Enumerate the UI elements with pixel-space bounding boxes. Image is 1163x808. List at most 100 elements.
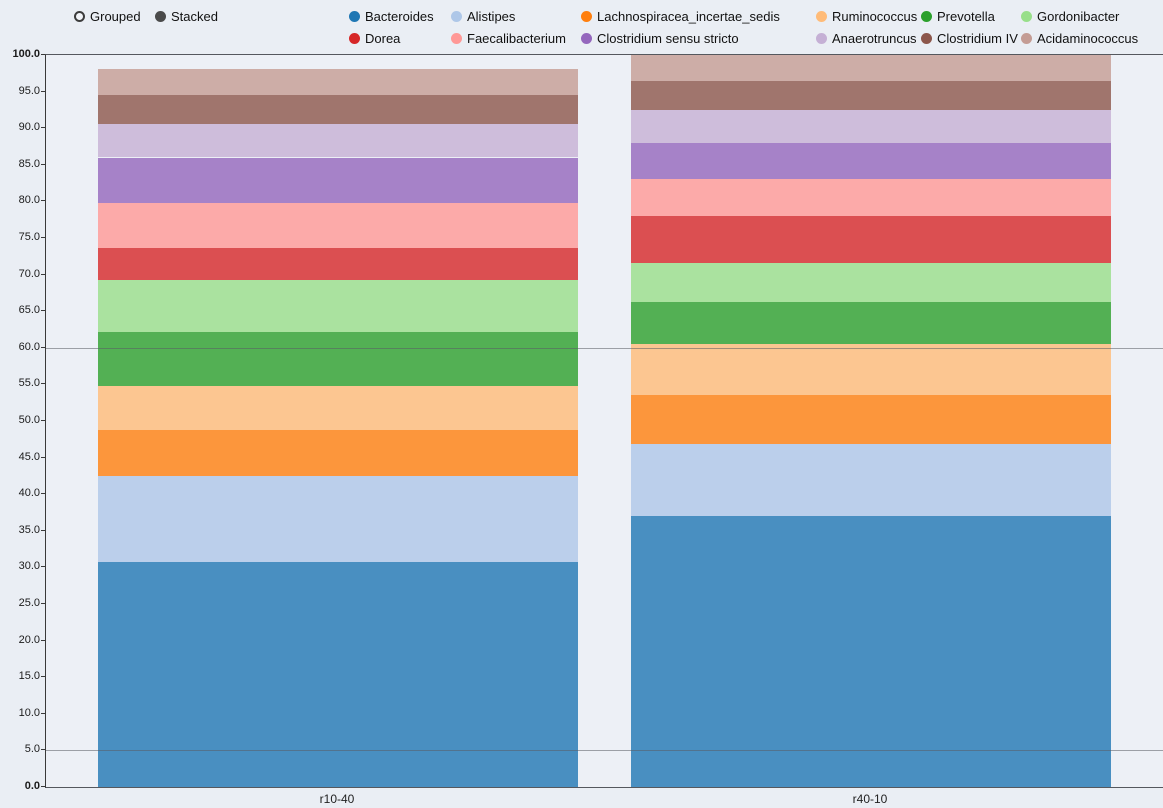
legend-marker-bacteroides — [349, 10, 360, 22]
bar-segment-r10-40-clostridium-sensu-stricto[interactable] — [98, 157, 578, 203]
y-tick-mark — [41, 310, 45, 312]
legend-label: Alistipes — [467, 8, 516, 24]
y-tick-label: 55.0 — [18, 377, 40, 390]
legend-label: Dorea — [365, 30, 401, 46]
y-tick-mark — [41, 90, 45, 92]
bar-segment-r40-10-anaerotruncus[interactable] — [631, 109, 1111, 143]
y-tick-mark — [41, 273, 45, 275]
y-tick-label: 75.0 — [18, 231, 40, 243]
y-tick-label: 15.0 — [18, 670, 40, 683]
y-tick-label: 40.0 — [18, 487, 40, 500]
y-tick-label: 80.0 — [18, 194, 40, 207]
legend-item-anaerotruncus[interactable]: Anaerotruncus — [816, 30, 917, 46]
legend-marker-clostridium-sensu-stricto — [581, 32, 592, 44]
bar-segment-r10-40-acidaminococcus[interactable] — [98, 68, 578, 95]
y-tick-mark — [41, 603, 45, 604]
y-tick-label: 45.0 — [18, 450, 40, 463]
y-tick-mark — [41, 346, 45, 348]
y-tick-label: 25.0 — [18, 597, 40, 609]
legend-marker-anaerotruncus — [816, 32, 827, 44]
legend-label: Bacteroides — [365, 8, 434, 24]
legend-label: Ruminococcus — [832, 8, 918, 24]
y-tick-mark — [41, 420, 45, 421]
bar-segment-r40-10-alistipes[interactable] — [631, 444, 1111, 517]
legend-label: Prevotella — [937, 8, 995, 24]
legend-item-acidaminococcus[interactable]: Acidaminococcus — [1021, 30, 1138, 46]
y-tick-label: 5.0 — [24, 743, 40, 756]
y-tick-mark — [41, 566, 45, 568]
grouped-radio-icon — [74, 10, 85, 22]
bar-segment-r40-10-lachnospiracea-incertae-sedis[interactable] — [631, 395, 1111, 445]
legend-marker-faecalibacterium — [451, 32, 462, 44]
legend-label: Gordonibacter — [1037, 8, 1120, 24]
mode-grouped-radio[interactable]: Grouped — [74, 8, 141, 24]
bar-segment-r10-40-bacteroides[interactable] — [98, 561, 578, 787]
y-tick-mark — [41, 200, 45, 202]
legend-item-faecalibacterium[interactable]: Faecalibacterium — [451, 30, 566, 46]
y-tick-label: 70.0 — [18, 267, 40, 280]
legend-marker-ruminococcus — [816, 10, 827, 22]
reference-line-60 — [46, 347, 1163, 349]
legend-item-prevotella[interactable]: Prevotella — [921, 8, 995, 24]
bar-segment-r40-10-acidaminococcus[interactable] — [631, 55, 1111, 81]
y-tick-label: 95.0 — [18, 84, 40, 97]
y-tick-mark — [41, 163, 45, 165]
y-tick-label: 65.0 — [18, 304, 40, 317]
legend-marker-acidaminococcus — [1021, 32, 1032, 44]
bar-segment-r40-10-prevotella[interactable] — [631, 301, 1111, 345]
y-tick-mark — [41, 493, 45, 495]
stacked-label: Stacked — [171, 8, 218, 24]
bar-segment-r10-40-gordonibacter[interactable] — [98, 279, 578, 333]
y-tick-mark — [41, 54, 45, 55]
legend-item-bacteroides[interactable]: Bacteroides — [349, 8, 434, 24]
bar-segment-r40-10-faecalibacterium[interactable] — [631, 179, 1111, 217]
y-tick-mark — [41, 712, 45, 714]
bar-segment-r10-40-prevotella[interactable] — [98, 332, 578, 386]
legend-item-lachnospiracea-incertae-sedis[interactable]: Lachnospiracea_incertae_sedis — [581, 8, 780, 24]
x-tick-label-r40-10: r40-10 — [852, 792, 888, 806]
stacked-bar-r40-10 — [631, 55, 1111, 787]
y-tick-label: 60.0 — [18, 340, 40, 353]
y-tick-label: 0.0 — [24, 780, 40, 792]
legend-label: Anaerotruncus — [832, 30, 917, 46]
legend-label: Lachnospiracea_incertae_sedis — [597, 8, 780, 24]
y-tick-mark — [41, 529, 45, 531]
legend-marker-gordonibacter — [1021, 10, 1032, 22]
legend-item-gordonibacter[interactable]: Gordonibacter — [1021, 8, 1119, 24]
y-tick-mark — [41, 127, 45, 129]
bar-segment-r10-40-lachnospiracea-incertae-sedis[interactable] — [98, 429, 578, 476]
legend-marker-alistipes — [451, 10, 462, 22]
y-tick-label: 85.0 — [18, 157, 40, 170]
y-tick-label: 90.0 — [18, 121, 40, 134]
bar-segment-r10-40-faecalibacterium[interactable] — [98, 202, 578, 249]
bar-segment-r10-40-alistipes[interactable] — [98, 475, 578, 562]
bar-segment-r10-40-anaerotruncus[interactable] — [98, 123, 578, 158]
legend-marker-lachnospiracea-incertae-sedis — [581, 10, 592, 22]
bar-segment-r40-10-dorea[interactable] — [631, 216, 1111, 263]
legend-item-clostridium-iv[interactable]: Clostridium IV — [921, 30, 1018, 46]
legend-item-ruminococcus[interactable]: Ruminococcus — [816, 8, 917, 24]
legend-item-alistipes[interactable]: Alistipes — [451, 8, 515, 24]
y-tick-mark — [41, 383, 45, 385]
legend-label: Acidaminococcus — [1037, 30, 1139, 46]
plot-area — [45, 54, 1163, 788]
bar-segment-r40-10-bacteroides[interactable] — [631, 516, 1111, 787]
bar-segment-r40-10-gordonibacter[interactable] — [631, 262, 1111, 302]
stacked-radio-icon — [155, 10, 166, 22]
bar-segment-r10-40-dorea[interactable] — [98, 248, 578, 280]
legend-item-clostridium-sensu-stricto[interactable]: Clostridium sensu stricto — [581, 30, 739, 46]
y-tick-mark — [41, 456, 45, 458]
y-tick-label: 30.0 — [18, 560, 40, 573]
bar-segment-r10-40-ruminococcus[interactable] — [98, 385, 578, 430]
y-tick-mark — [41, 786, 45, 787]
bar-segment-r40-10-clostridium-iv[interactable] — [631, 80, 1111, 110]
bar-segment-r40-10-clostridium-sensu-stricto[interactable] — [631, 142, 1111, 180]
x-tick-label-r10-40: r10-40 — [319, 792, 355, 806]
legend-item-dorea[interactable]: Dorea — [349, 30, 400, 46]
y-tick-mark — [41, 237, 45, 238]
legend-label: Faecalibacterium — [467, 30, 566, 46]
mode-stacked-radio[interactable]: Stacked — [155, 8, 218, 24]
y-tick-label: 100.0 — [12, 48, 40, 60]
bar-segment-r40-10-ruminococcus[interactable] — [631, 344, 1111, 396]
bar-segment-r10-40-clostridium-iv[interactable] — [98, 94, 578, 124]
